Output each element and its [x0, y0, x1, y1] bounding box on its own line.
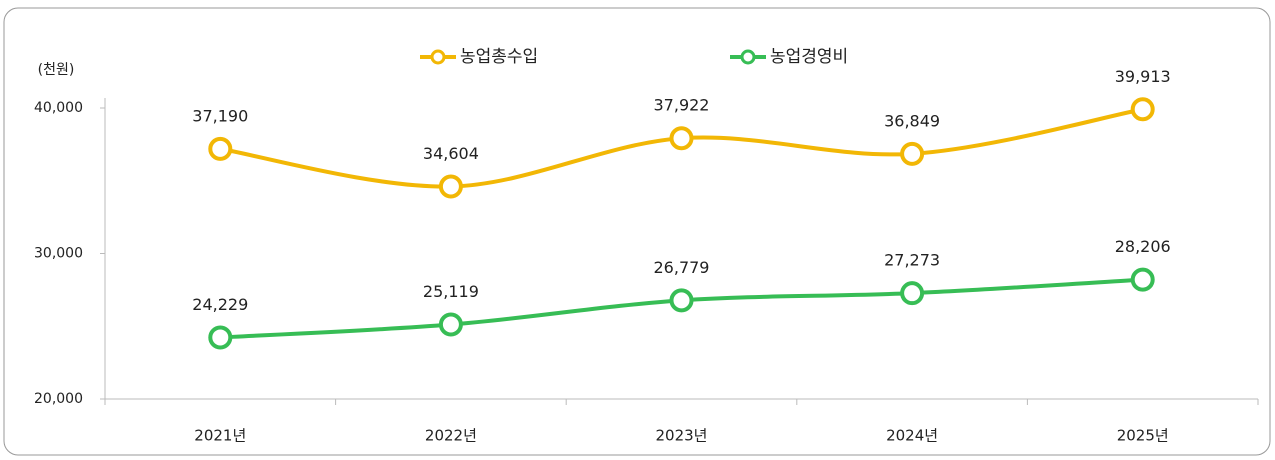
point	[208, 136, 233, 161]
y-tick-label: 30,000	[34, 246, 83, 262]
data-label: 39,913	[1115, 67, 1171, 86]
y-axis-label: (천원)	[38, 62, 75, 78]
legend-label: 농업총수입	[460, 47, 538, 67]
y-tick-label: 20,000	[34, 391, 83, 407]
data-label: 37,190	[192, 106, 248, 125]
point	[900, 281, 925, 306]
x-tick-label: 2023년	[656, 427, 708, 445]
frame	[3, 7, 1271, 456]
data-label: 26,779	[654, 258, 710, 277]
legend-label: 농업경영비	[770, 47, 848, 67]
data-label: 27,273	[884, 251, 940, 270]
data-label: 34,604	[423, 144, 479, 163]
x-tick-label: 2025년	[1117, 427, 1169, 445]
point	[208, 325, 233, 350]
x-tick-label: 2021년	[194, 427, 246, 445]
y-tick-label: 40,000	[34, 100, 83, 116]
point	[1130, 97, 1155, 122]
data-label: 36,849	[884, 111, 940, 130]
x-tick-label: 2024년	[886, 427, 938, 445]
data-label: 37,922	[654, 96, 710, 115]
legend-marker	[740, 49, 756, 65]
point	[438, 312, 463, 337]
point	[438, 174, 463, 199]
data-label: 25,119	[423, 282, 479, 301]
point	[900, 141, 925, 166]
point	[669, 126, 694, 151]
point	[1130, 267, 1155, 292]
x-tick-label: 2022년	[425, 427, 477, 445]
data-label: 24,229	[192, 295, 248, 314]
data-label: 28,206	[1115, 237, 1171, 256]
point	[669, 288, 694, 313]
legend-marker	[430, 49, 446, 65]
